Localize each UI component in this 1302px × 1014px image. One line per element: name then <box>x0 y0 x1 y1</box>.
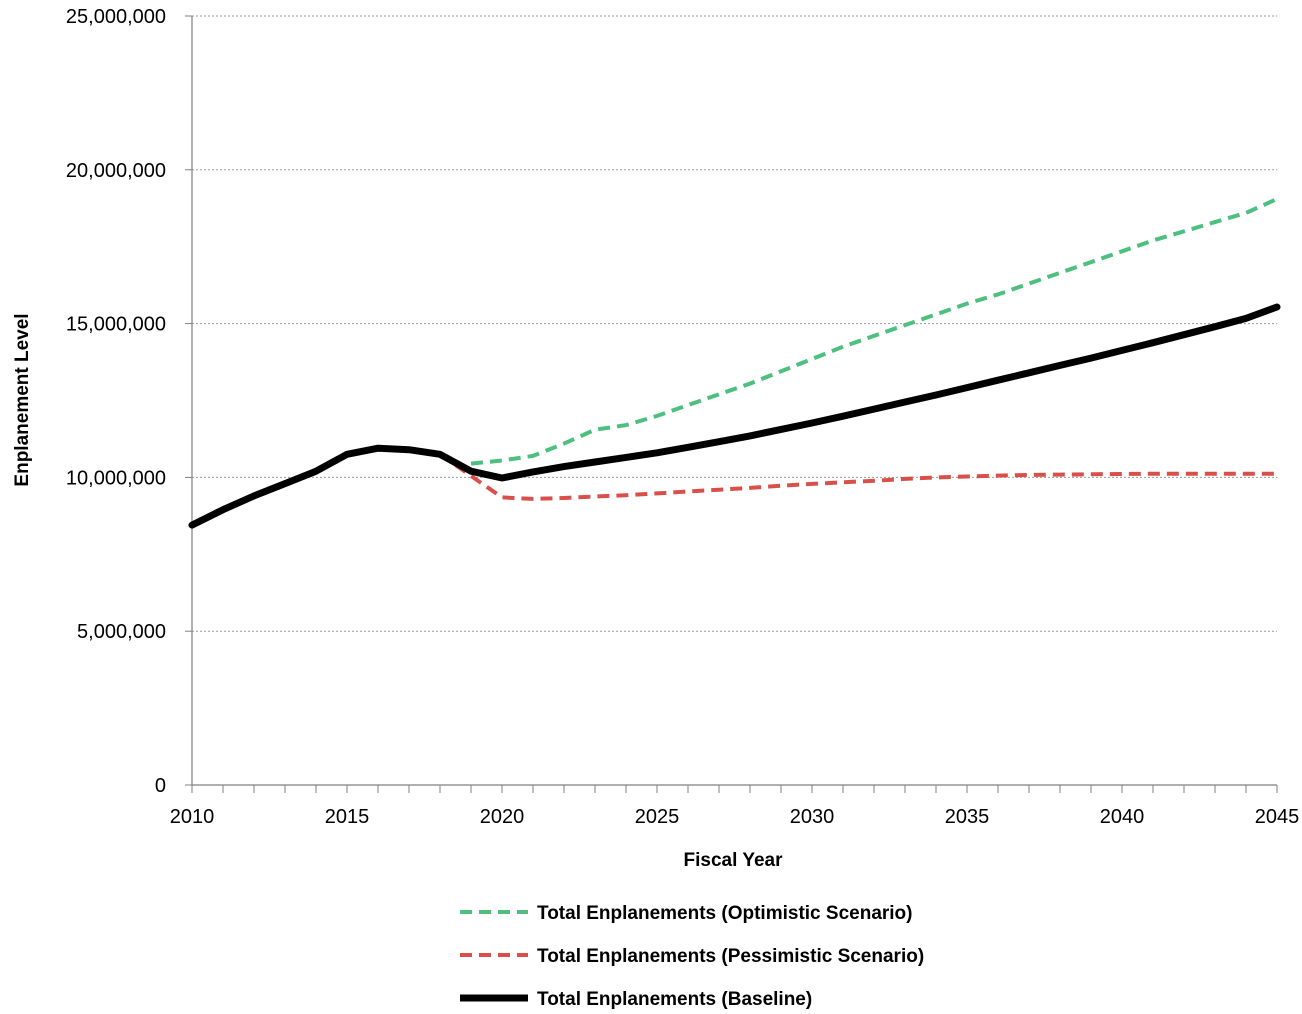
x-tick-label: 2040 <box>1100 806 1145 828</box>
y-tick-label: 10,000,000 <box>66 467 166 489</box>
y-tick-label: 15,000,000 <box>66 314 166 336</box>
x-tick-label: 2010 <box>170 806 215 828</box>
y-tick-label: 0 <box>155 775 166 797</box>
x-tick-label: 2020 <box>480 806 525 828</box>
y-axis-title: Enplanement Level <box>12 313 33 486</box>
legend-label-2: Total Enplanements (Baseline) <box>537 989 812 1010</box>
series-line-2 <box>188 303 1281 529</box>
x-tick-label: 2025 <box>635 806 680 828</box>
y-tick-label: 5,000,000 <box>77 621 166 643</box>
x-tick-label: 2015 <box>325 806 370 828</box>
legend-label-0: Total Enplanements (Optimistic Scenario) <box>537 903 913 924</box>
x-tick-label: 2045 <box>1255 806 1300 828</box>
x-tick-labels: 2010 2015 2020 2025 2030 2035 2040 2045 <box>170 806 1300 828</box>
series-line-1 <box>438 452 1277 501</box>
legend-label-1: Total Enplanements (Pessimistic Scenario… <box>537 946 924 967</box>
y-tick-label: 20,000,000 <box>66 160 166 182</box>
y-tick-labels: 0 5,000,000 10,000,000 15,000,000 20,000,000… <box>66 6 166 797</box>
series-lines <box>188 197 1281 529</box>
y-tick-label: 25,000,000 <box>66 6 166 28</box>
x-tick-label: 2035 <box>945 806 990 828</box>
series-line-0 <box>470 197 1278 466</box>
tick-marks <box>185 15 1278 793</box>
axes <box>191 16 1277 786</box>
x-axis-title: Fiscal Year <box>684 850 784 871</box>
x-tick-label: 2030 <box>790 806 835 828</box>
legend: Total Enplanements (Optimistic Scenario)… <box>460 903 924 1010</box>
gridlines <box>192 15 1277 632</box>
